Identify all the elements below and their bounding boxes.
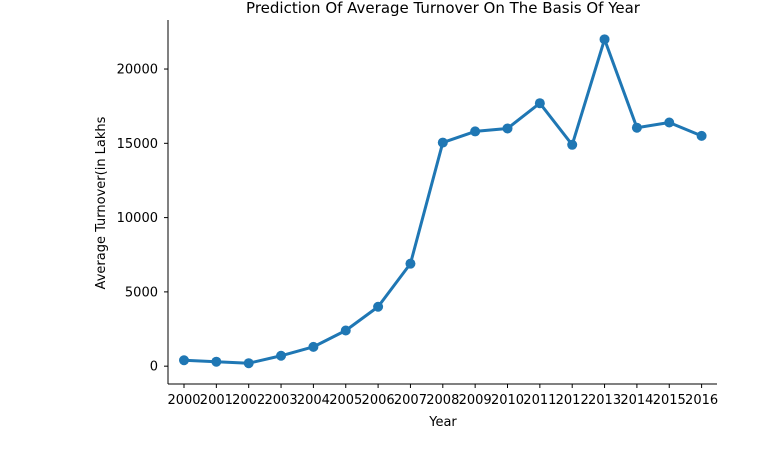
y-tick-label: 5000	[125, 285, 158, 300]
x-tick-label: 2015	[653, 393, 686, 408]
data-point	[243, 358, 254, 369]
series-layer	[179, 34, 707, 369]
data-point	[179, 355, 189, 366]
y-tick-label: 0	[150, 360, 158, 375]
y-tick-label: 15000	[117, 137, 158, 152]
data-point	[276, 350, 287, 361]
y-tick-label: 20000	[117, 63, 158, 78]
x-tick-label: 2008	[426, 393, 459, 408]
data-point	[696, 130, 707, 141]
x-tick-label: 2007	[394, 393, 427, 408]
x-tick-label: 2006	[362, 393, 395, 408]
data-point	[340, 325, 351, 336]
x-tick-label: 2000	[167, 393, 200, 408]
series-line	[182, 37, 704, 365]
x-tick-label: 2016	[685, 393, 718, 408]
x-tick-label: 2001	[200, 393, 233, 408]
data-point	[567, 139, 578, 150]
x-tick-label: 2009	[459, 393, 492, 408]
data-point	[599, 34, 610, 45]
x-tick-label: 2003	[265, 393, 298, 408]
x-tick-label: 2012	[556, 393, 589, 408]
y-tick-label: 10000	[117, 211, 158, 226]
data-point	[470, 126, 481, 137]
x-tick-label: 2010	[491, 393, 524, 408]
x-axis-label: Year	[428, 415, 457, 430]
data-point	[373, 301, 384, 312]
y-axis-ticks: 0 5000 10000 15000 20000	[117, 63, 168, 375]
x-tick-label: 2004	[297, 393, 330, 408]
data-point	[308, 341, 319, 352]
x-tick-label: 2002	[232, 393, 265, 408]
y-axis-label: Average Turnover(in Lakhs	[94, 116, 109, 289]
data-point	[211, 356, 222, 367]
x-tick-label: 2011	[523, 393, 556, 408]
x-axis-ticks: 2000 2001 2002 2003 2004 2005 2006 2007 2008 2009…	[167, 384, 718, 408]
data-point	[664, 117, 675, 128]
data-point	[437, 137, 448, 148]
data-point	[502, 123, 513, 134]
x-tick-label: 2005	[329, 393, 362, 408]
data-point	[405, 258, 416, 269]
x-tick-label: 2014	[620, 393, 653, 408]
data-point	[534, 98, 545, 109]
chart-title: Prediction Of Average Turnover On The Ba…	[246, 0, 641, 17]
x-tick-label: 2013	[588, 393, 621, 408]
data-point	[631, 122, 642, 133]
